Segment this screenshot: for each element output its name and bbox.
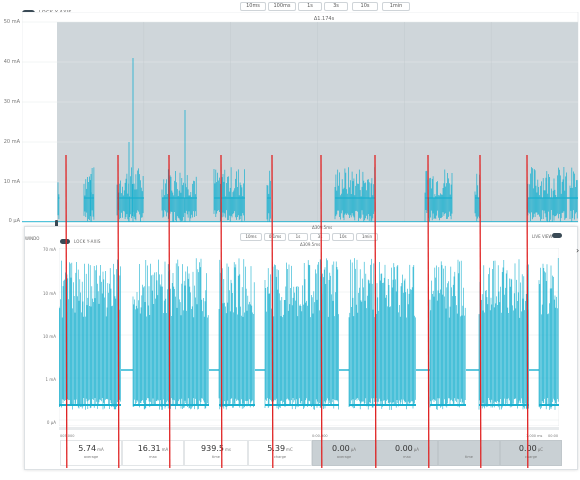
bottom-axis-mid: 0:00.000 [312,434,328,438]
stat-window-charge: 0.00µC charge [500,440,562,466]
y-tick-label: 0 µA [8,218,20,224]
sub-lock-y-axis-toggle[interactable]: LOCK Y-AXIS [60,231,101,250]
time-button-1min[interactable]: 1min [382,2,410,11]
mid-marker-label: Δ309.5ms [300,242,321,247]
expand-arrow-icon[interactable]: › [576,246,580,255]
y-tick-label: 20 mA [3,139,20,145]
sub-y-tick-label: 1 mA [45,377,56,382]
sub-y-tick-label: 0 µA [46,420,56,425]
window-label: WINDO [25,236,40,241]
stat-window-average: 0.00µA average [312,440,376,466]
stat-charge: 5.39mC charge [248,440,312,466]
y-tick-label: 10 mA [3,179,20,185]
stat-window-time: time [438,440,500,466]
selection-duration-label: Δ1.174s [314,16,335,22]
sub-time-button-10s[interactable]: 10s [332,233,354,241]
sub-time-button-1s[interactable]: 1s [288,233,308,241]
time-button-10ms[interactable]: 10ms [240,2,266,11]
toggle-switch-icon[interactable] [60,239,70,244]
stat-time: 939.5ms time [184,440,248,466]
y-tick-label: 50 mA [3,19,20,25]
sub-time-button-1min[interactable]: 1min [356,233,378,241]
bottom-axis-right2: 00:00 [548,434,559,438]
live-view-label: LIVE VIEW [532,234,553,239]
sub-time-button-3s[interactable]: 3s [310,233,330,241]
time-button-10s[interactable]: 10s [352,2,378,11]
time-button-100ms[interactable]: 100ms [268,2,296,11]
sub-time-button-10ms[interactable]: 10ms [240,233,262,241]
stat-window-max: 0.00µA max [376,440,438,466]
sub-y-tick-label: 10 mA [43,291,56,296]
selection-handle-icon[interactable] [55,220,58,228]
main-current-chart[interactable]: Δ1.174s [22,12,580,224]
time-button-3s[interactable]: 3s [324,2,348,11]
y-tick-label: 30 mA [3,99,20,105]
stat-average: 5.74mA average [60,440,122,466]
zoom-current-chart[interactable] [59,248,559,426]
sub-y-tick-label: 10 mA [43,334,56,339]
bottom-axis-right: 1.000 ms [526,434,543,438]
time-button-1s[interactable]: 1s [298,2,322,11]
sub-lock-y-axis-label: LOCK Y-AXIS [74,239,101,244]
sub-y-tick-label: 70 mA [43,247,56,252]
y-tick-label: 40 mA [3,59,20,65]
sub-time-button-0.1ms[interactable]: 0.1ms [264,233,286,241]
top-marker-label: Δ309.5ms [312,225,333,230]
bottom-axis-left: 005.000 [60,434,75,438]
live-view-toggle-icon[interactable] [552,233,562,238]
zoom-scrollbar[interactable] [59,427,559,430]
current-trace [22,58,578,223]
stat-max: 16.31mA max [122,440,184,466]
